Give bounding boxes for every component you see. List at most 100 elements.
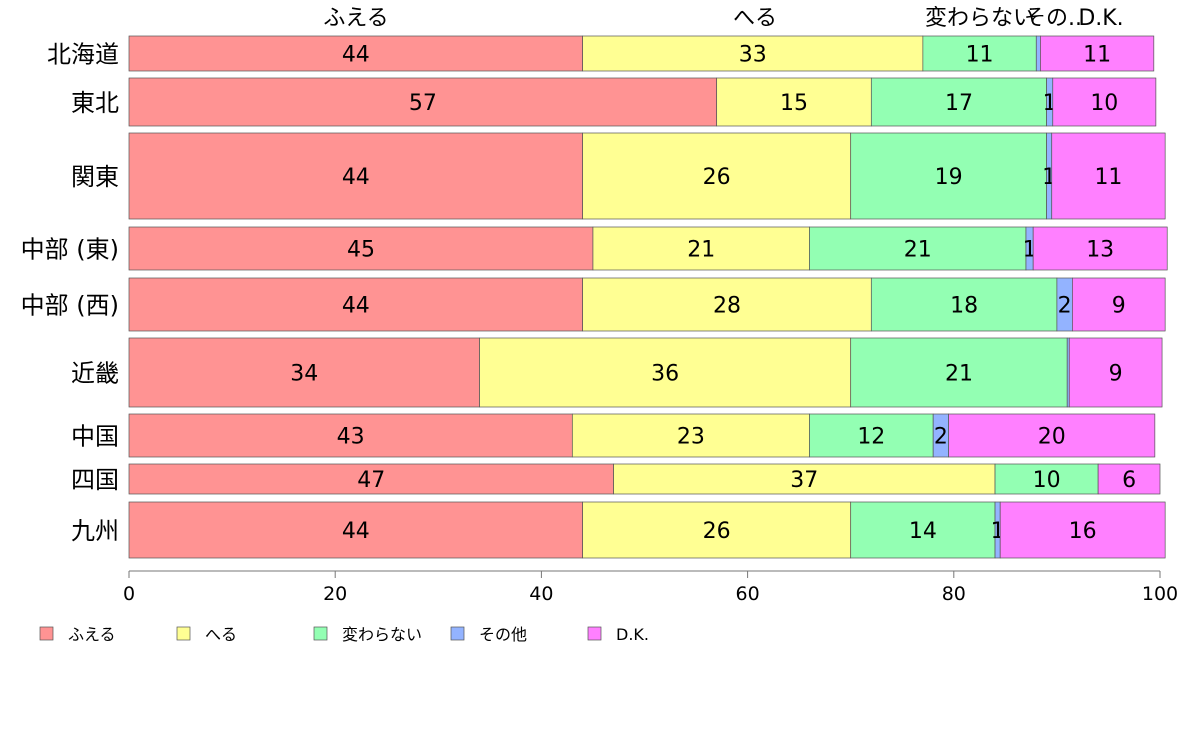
legend: ふえる へる 変わらない その他 D.K. [39,625,649,644]
bar-segment [1040,35,1155,72]
category-label: 中部 (東) [21,236,119,264]
data-label: 26 [703,519,731,544]
bar-segment [1072,277,1166,332]
bar-segment [850,132,1047,220]
bar-segment [850,501,996,559]
data-label: 11 [966,43,994,68]
data-label: 44 [342,165,370,190]
legend-swatch [450,626,465,641]
legend-label: ふえる [68,625,116,644]
legend-label: 変わらない [342,625,422,644]
bar-segment [128,35,583,72]
series-header-label: 変わらない [925,6,1035,31]
bar-segment [582,132,852,220]
bar-segment [1051,132,1166,220]
bar-segment [1097,463,1161,495]
data-label: 20 [1038,425,1066,450]
x-tick-label: 0 [123,583,135,605]
data-label: 15 [780,91,808,116]
category-label: 四国 [71,466,119,494]
bar-segment [922,35,1037,72]
series-header-label: D.K. [1078,6,1123,31]
data-label: 23 [677,425,705,450]
bar-segment [592,226,810,271]
category-label: 東北 [71,89,119,117]
legend-label: へる [205,625,237,644]
bar-segment [582,35,924,72]
data-label: 16 [1069,519,1097,544]
x-axis: 0 20 40 60 80 100 [123,570,1178,605]
data-label: 43 [337,425,365,450]
bar-segment [1068,337,1163,408]
series-header-label: ふえる [323,6,388,31]
data-label: 47 [357,468,385,493]
x-tick-label: 40 [529,583,553,605]
data-label: 33 [739,43,767,68]
data-label: 9 [1112,294,1126,319]
data-label: 11 [1094,165,1122,190]
series-header-label: その.. [1024,6,1082,31]
category-label: 北海道 [47,41,119,69]
data-label: 21 [945,362,973,387]
series-header-label: へる [733,6,777,31]
legend-swatch [176,626,191,641]
data-label: 44 [342,43,370,68]
bar-segment [1035,35,1041,72]
category-label: 近畿 [71,360,119,388]
legend-label: その他 [479,625,527,644]
bar-segment [1032,226,1168,271]
bar-segment [582,277,872,332]
data-label: 13 [1086,238,1114,263]
data-label: 26 [703,165,731,190]
data-label: 6 [1122,468,1136,493]
category-label: 中部 (西) [21,292,119,320]
bar-segment [479,337,852,408]
bar-segment [128,132,583,220]
data-label: 37 [790,468,818,493]
data-label: 12 [857,425,885,450]
legend-swatch [313,626,328,641]
data-label: 21 [904,238,932,263]
data-label: 9 [1109,362,1123,387]
bar-segment [1052,77,1157,127]
data-label: 44 [342,294,370,319]
data-label: 14 [909,519,937,544]
category-label: 九州 [71,517,119,545]
data-label: 2 [934,425,948,450]
category-label: 中国 [71,423,119,451]
data-label: 17 [945,91,973,116]
data-label: 36 [651,362,679,387]
data-label: 10 [1033,468,1061,493]
bar-segment [128,77,718,127]
bar-segment [870,277,1058,332]
data-label: 34 [290,362,318,387]
bar-segment [994,463,1099,495]
data-label: 21 [687,238,715,263]
bar-segment [809,226,1027,271]
data-label: 45 [347,238,375,263]
x-tick-label: 100 [1142,583,1178,605]
x-tick-label: 60 [736,583,760,605]
data-label: 18 [950,294,978,319]
bar-segment [999,501,1166,559]
bar-segment [948,413,1156,458]
data-label: 44 [342,519,370,544]
data-label: 19 [935,165,963,190]
legend-swatch [39,626,54,641]
bar-segment [128,226,594,271]
x-tick-label: 80 [942,583,966,605]
x-tick-label: 20 [323,583,347,605]
data-label: 57 [409,91,437,116]
data-label: 2 [1058,294,1072,319]
data-label: 10 [1090,91,1118,116]
bar-segment [128,463,614,495]
legend-label: D.K. [616,625,649,644]
bar-segment [809,413,934,458]
legend-swatch [587,626,602,641]
category-label: 関東 [71,163,119,191]
bar-segment [716,77,872,127]
bar-segment [571,413,810,458]
